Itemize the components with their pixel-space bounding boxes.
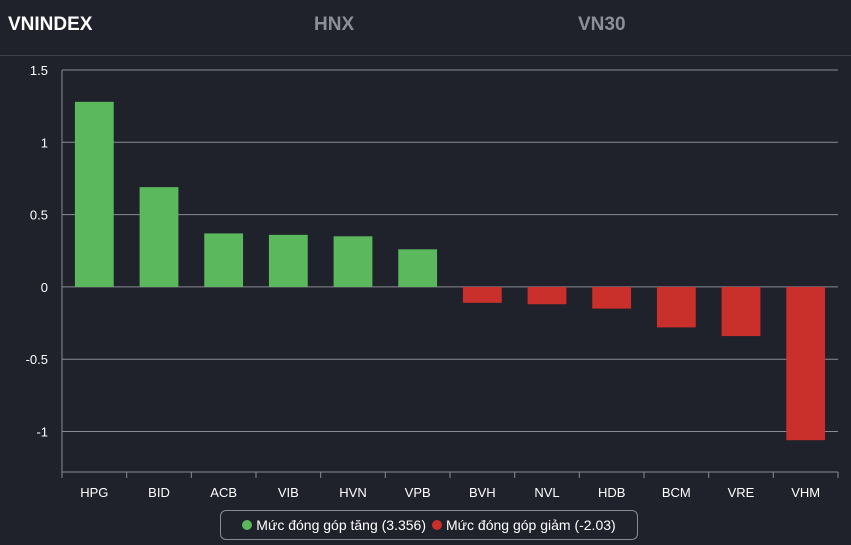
tab-vn30[interactable]: VN30 bbox=[578, 14, 626, 35]
bar-hvn[interactable] bbox=[333, 236, 373, 287]
bar-bid[interactable] bbox=[139, 187, 179, 287]
y-tick-label: -1 bbox=[36, 425, 48, 440]
x-tick-label: BID bbox=[148, 485, 170, 500]
y-axis-ticks: 1.5 1 0.5 0 -0.5 -1 bbox=[26, 63, 48, 440]
y-tick-label: 0.5 bbox=[30, 208, 48, 223]
bar-vre[interactable] bbox=[721, 286, 761, 337]
bar-hpg[interactable] bbox=[74, 101, 114, 287]
index-tabs: VNINDEX HNX VN30 bbox=[0, 0, 851, 56]
legend-label-decrease: Mức đóng góp giảm (-2.03) bbox=[446, 517, 616, 533]
chart-legend: Mức đóng góp tăng (3.356) Mức đóng góp g… bbox=[220, 510, 638, 540]
x-tick-label: HVN bbox=[339, 485, 366, 500]
x-tick-label: VIB bbox=[278, 485, 299, 500]
x-tick-label: VRE bbox=[728, 485, 755, 500]
y-tick-label: -0.5 bbox=[26, 352, 48, 367]
tab-hnx[interactable]: HNX bbox=[314, 14, 355, 35]
bar-acb[interactable] bbox=[204, 233, 244, 287]
x-tick-label: NVL bbox=[534, 485, 559, 500]
bar-nvl[interactable] bbox=[527, 286, 567, 305]
x-tick-label: BCM bbox=[662, 485, 691, 500]
legend-dot-icon bbox=[242, 520, 253, 530]
bar-bcm[interactable] bbox=[656, 286, 696, 328]
bar-vhm[interactable] bbox=[786, 286, 826, 441]
legend-dot-icon bbox=[432, 520, 442, 530]
x-axis-ticks: HPG BID ACB VIB HVN VPB BVH NVL HDB BCM VRE VHM bbox=[61, 472, 839, 500]
x-tick-label: ACB bbox=[210, 485, 237, 500]
x-tick-label: VHM bbox=[791, 485, 820, 500]
y-tick-label: 1 bbox=[41, 135, 48, 150]
bars bbox=[74, 101, 826, 441]
y-tick-label: 1.5 bbox=[30, 63, 48, 78]
x-tick-label: BVH bbox=[469, 485, 496, 500]
x-tick-label: VPB bbox=[405, 485, 431, 500]
legend-label-increase: Mức đóng góp tăng (3.356) bbox=[256, 517, 426, 533]
y-tick-label: 0 bbox=[41, 280, 48, 295]
x-tick-label: HPG bbox=[80, 485, 108, 500]
bar-vpb[interactable] bbox=[398, 249, 438, 287]
bar-hdb[interactable] bbox=[592, 286, 632, 309]
bar-bvh[interactable] bbox=[462, 286, 502, 303]
legend-item-increase[interactable]: Mức đóng góp tăng (3.356) bbox=[242, 517, 426, 533]
legend-item-decrease[interactable]: Mức đóng góp giảm (-2.03) bbox=[432, 517, 616, 533]
bar-vib[interactable] bbox=[268, 234, 308, 287]
x-tick-label: HDB bbox=[598, 485, 625, 500]
tab-vnindex[interactable]: VNINDEX bbox=[8, 14, 93, 35]
